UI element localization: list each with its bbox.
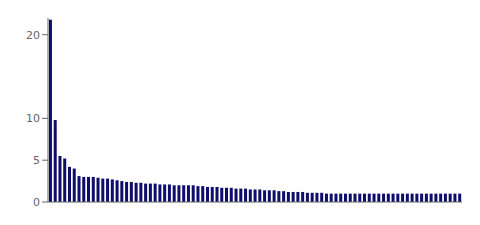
svg-text:10: 10	[26, 112, 40, 125]
svg-text:20: 20	[26, 29, 40, 42]
svg-text:0: 0	[33, 196, 40, 209]
svg-text:5: 5	[33, 154, 40, 167]
